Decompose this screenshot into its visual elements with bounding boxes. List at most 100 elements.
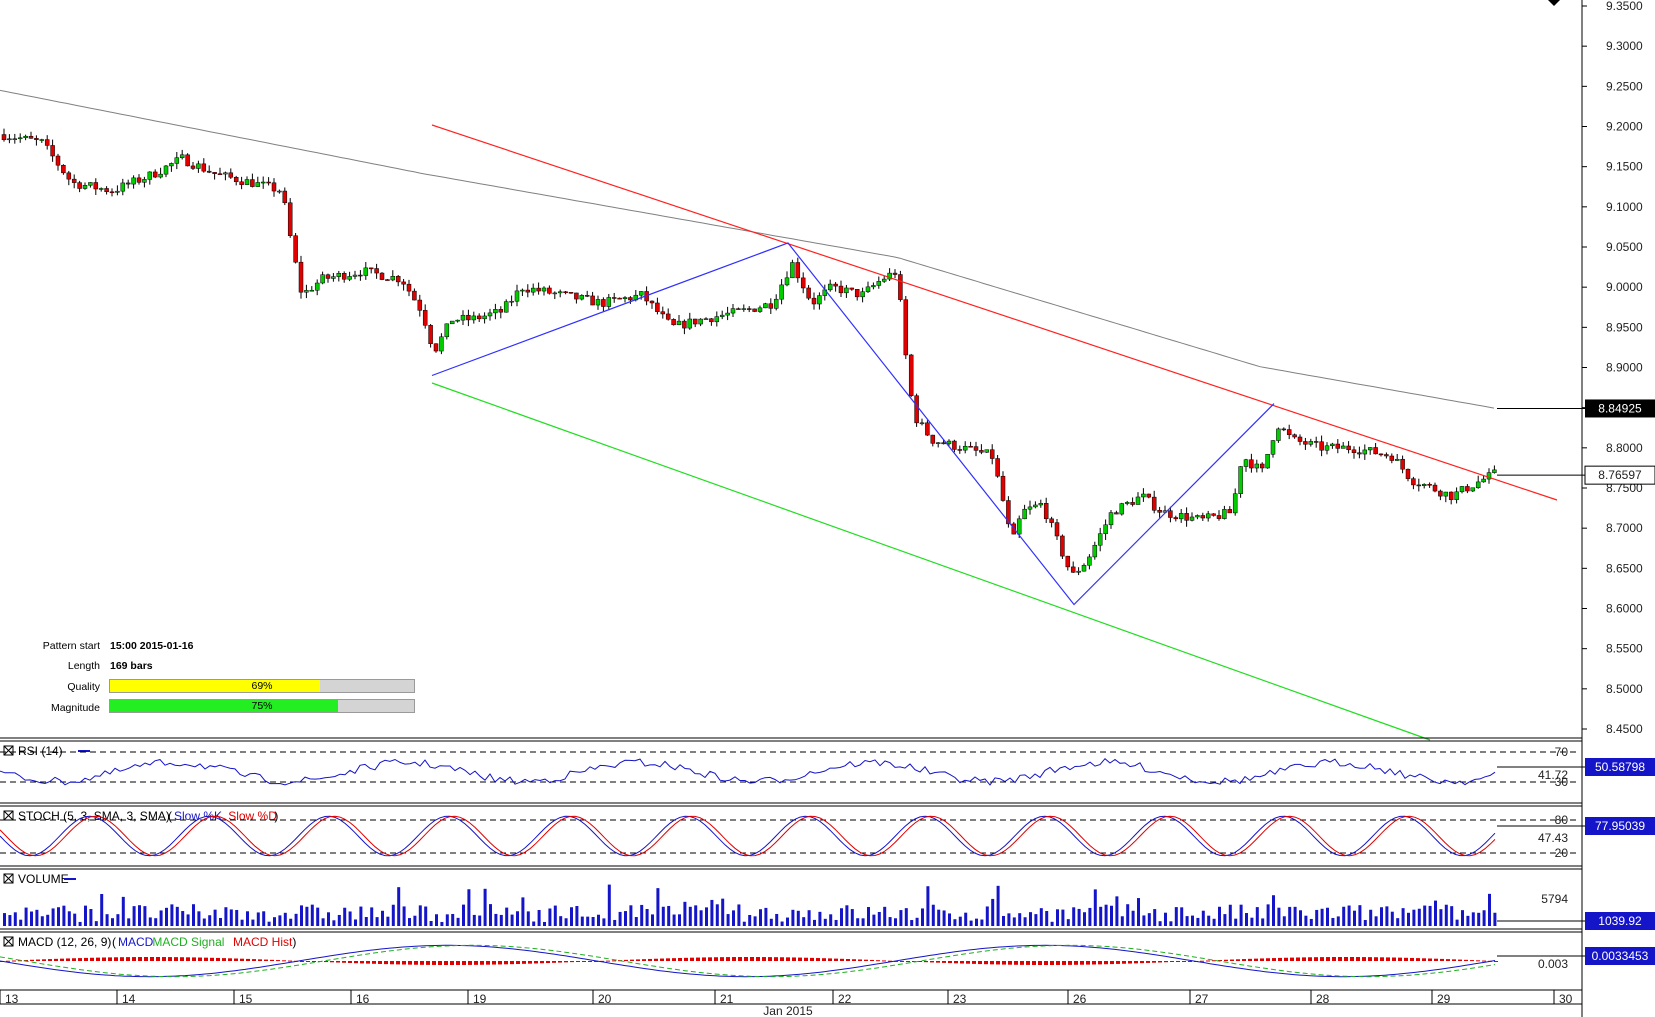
macd-hist-bar bbox=[1134, 961, 1138, 964]
candle-body bbox=[1043, 503, 1049, 520]
volume-bar bbox=[246, 911, 249, 926]
volume-bar bbox=[672, 914, 676, 926]
candle-body bbox=[1141, 493, 1146, 498]
volume-bar bbox=[451, 913, 455, 926]
candle-body bbox=[379, 272, 385, 280]
macd-hist-bar bbox=[1440, 958, 1444, 961]
time-axis: 13 14 15 16 19 20 21 22 23 26 27 28 29 30 Jan 2015 bbox=[0, 990, 1573, 1017]
candle-body bbox=[50, 145, 55, 157]
macd-hist-bar bbox=[354, 961, 358, 964]
candle-body bbox=[1438, 490, 1443, 497]
candle-body bbox=[1097, 533, 1103, 546]
legend-paren: ( bbox=[112, 935, 116, 949]
macd-hist-bar bbox=[1242, 959, 1246, 961]
candle-body bbox=[493, 309, 498, 314]
panel-close-cross bbox=[3, 936, 14, 947]
candle-body bbox=[1227, 509, 1233, 514]
macd-hist-bar bbox=[876, 960, 880, 962]
volume-bar bbox=[1174, 907, 1178, 926]
macd-hist-bar bbox=[174, 957, 178, 961]
macd-hist-bar bbox=[966, 961, 970, 964]
volume-bar bbox=[1331, 917, 1335, 926]
macd-hist-bar bbox=[744, 957, 748, 961]
price-tick-label: 8.7000 bbox=[1606, 521, 1643, 535]
candle-body bbox=[1092, 544, 1098, 558]
candle-body bbox=[1465, 486, 1470, 492]
macd-hist-bar bbox=[1218, 959, 1222, 961]
volume-bar bbox=[953, 919, 957, 926]
candle-body bbox=[1000, 475, 1006, 501]
volume-bar bbox=[1115, 896, 1119, 926]
volume-bar bbox=[278, 915, 282, 926]
macd-hist-bar bbox=[1410, 957, 1414, 961]
volume-bar bbox=[100, 894, 104, 926]
volume-bar bbox=[1164, 912, 1167, 926]
macd-hist-bar bbox=[1314, 957, 1318, 961]
macd-hist-bar bbox=[138, 957, 142, 961]
legend-paren: ( bbox=[168, 809, 172, 823]
candle-body bbox=[341, 273, 347, 280]
candle-body bbox=[1400, 458, 1405, 470]
candle-body bbox=[255, 182, 261, 187]
macd-hist-bar bbox=[498, 961, 502, 965]
volume-bar bbox=[1131, 910, 1135, 926]
macd-hist-bar bbox=[858, 959, 862, 961]
candle-body bbox=[719, 314, 725, 317]
main-price-panel: 9.3500 9.3000 9.2500 9.2000 9.1500 9.1000 9.05… bbox=[0, 0, 1655, 741]
candle-body bbox=[628, 297, 633, 301]
macd-hist-bar bbox=[750, 957, 754, 961]
volume-bar bbox=[526, 911, 530, 926]
volume-bar bbox=[856, 918, 860, 926]
macd-hist-bar bbox=[1038, 961, 1042, 965]
candle-body bbox=[503, 301, 509, 313]
volume-bar bbox=[289, 918, 293, 926]
volume-bar bbox=[391, 904, 395, 926]
candle-body bbox=[806, 287, 811, 299]
volume-bar bbox=[472, 914, 476, 926]
macd-signal-line bbox=[0, 944, 1496, 978]
volume-bar bbox=[867, 907, 870, 926]
macd-hist-bar bbox=[1032, 961, 1036, 965]
volume-bar bbox=[1023, 917, 1027, 926]
volume-bar bbox=[769, 918, 773, 926]
candle-body bbox=[395, 276, 401, 283]
volume-bar bbox=[170, 904, 174, 926]
macd-hist-bar bbox=[1158, 961, 1162, 963]
candle-body bbox=[1184, 513, 1189, 521]
volume-bar bbox=[1093, 889, 1097, 926]
volume-bar bbox=[1390, 911, 1394, 926]
candle-body bbox=[1173, 517, 1179, 520]
macd-hist-bar bbox=[1368, 957, 1372, 961]
macd-hist-bar bbox=[150, 957, 154, 961]
volume-bar bbox=[748, 914, 752, 926]
candle-body bbox=[320, 274, 325, 284]
volume-bar bbox=[580, 916, 584, 926]
candle-body bbox=[1492, 469, 1497, 473]
price-tick-label: 9.3000 bbox=[1606, 39, 1643, 53]
macd-hist-bar bbox=[324, 961, 328, 963]
volume-bar bbox=[553, 905, 557, 926]
volume-bar bbox=[499, 914, 503, 926]
candle-body bbox=[833, 283, 838, 287]
volume-bar bbox=[910, 920, 914, 926]
volume-bar bbox=[483, 888, 487, 926]
volume-bar bbox=[51, 908, 55, 926]
indicator-tick-label: 5794 bbox=[1541, 892, 1568, 906]
macd-hist-bar bbox=[1068, 961, 1072, 965]
macd-hist-bar bbox=[246, 958, 250, 961]
volume-bar bbox=[397, 887, 401, 926]
candle-body bbox=[1195, 515, 1200, 518]
macd-hist-bar bbox=[1344, 957, 1348, 961]
candle-body bbox=[266, 181, 271, 184]
volume-bar bbox=[1369, 909, 1373, 926]
candle-body bbox=[1108, 512, 1114, 526]
candle-body bbox=[12, 138, 18, 140]
indicator-tick-label: 47.43 bbox=[1538, 831, 1568, 845]
macd-hist-bar bbox=[384, 961, 388, 965]
volume-bar bbox=[1401, 908, 1405, 926]
volume-bar bbox=[661, 906, 665, 926]
volume-bar bbox=[991, 898, 995, 926]
macd-hist-bar bbox=[216, 957, 220, 961]
macd-hist-bar bbox=[366, 961, 370, 964]
volume-bar bbox=[1477, 912, 1481, 926]
